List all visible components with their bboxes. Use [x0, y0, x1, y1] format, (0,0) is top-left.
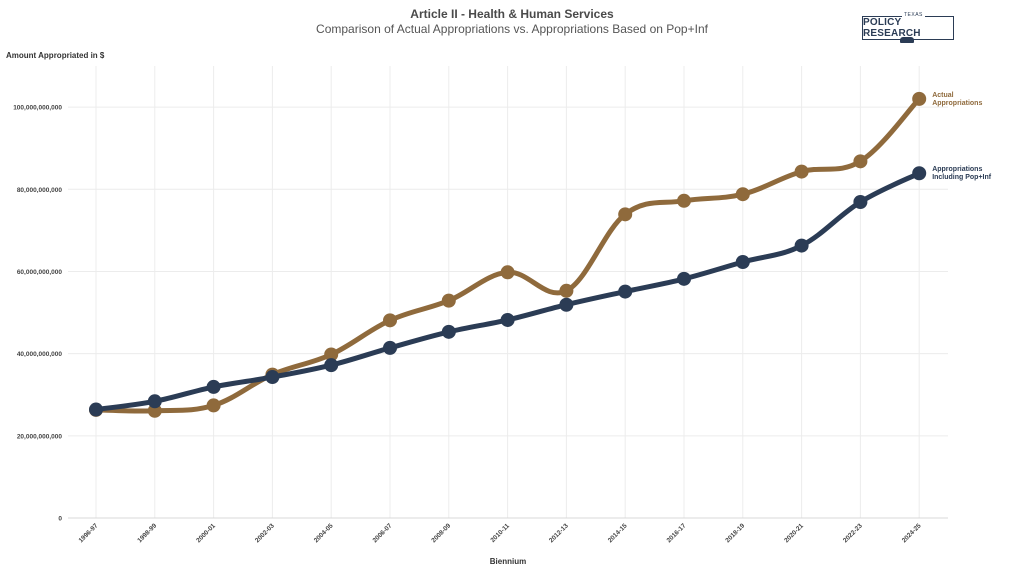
- x-tick-label: 2000-01: [195, 522, 217, 544]
- x-tick-label: 2022-23: [842, 522, 864, 544]
- y-tick-label: 60,000,000,000: [17, 269, 63, 276]
- logo: POLICY RESEARCH: [862, 16, 954, 40]
- data-point-pop-inf: [559, 297, 574, 312]
- data-point-pop-inf: [265, 370, 280, 385]
- data-point-actual: [677, 193, 691, 208]
- logo-small-text: TEXAS: [902, 12, 925, 18]
- series-label-actual: Actual Appropriations: [932, 92, 982, 107]
- data-point-actual: [500, 265, 515, 280]
- x-tick-label: 1998-99: [136, 522, 158, 544]
- data-point-actual: [441, 293, 456, 308]
- data-point-pop-inf: [735, 255, 750, 270]
- y-axis-label: Amount Appropriated in $: [6, 51, 105, 60]
- data-point-pop-inf: [794, 238, 809, 253]
- data-point-pop-inf: [500, 312, 515, 327]
- x-tick-label: 2006-07: [372, 522, 394, 544]
- x-tick-label: 1996-97: [78, 522, 100, 544]
- y-tick-label: 20,000,000,000: [17, 433, 63, 440]
- x-axis-label: Biennium: [490, 557, 526, 566]
- data-point-actual: [383, 313, 397, 328]
- x-tick-label: 2012-13: [548, 522, 570, 544]
- y-tick-label: 100,000,000,000: [13, 105, 62, 112]
- y-tick-label: 0: [58, 516, 62, 523]
- data-point-actual: [618, 207, 633, 222]
- data-point-pop-inf: [206, 379, 221, 394]
- data-point-actual: [206, 398, 221, 413]
- series: [89, 91, 927, 418]
- grid: [68, 66, 948, 518]
- data-point-pop-inf: [324, 358, 339, 373]
- y-tick-label: 40,000,000,000: [17, 351, 63, 358]
- chart-subtitle: Comparison of Actual Appropriations vs. …: [316, 22, 708, 36]
- data-point-pop-inf: [618, 284, 633, 299]
- series-labels: Actual Appropriations Appropriations Includ…: [932, 92, 992, 181]
- logo-mark-icon: [900, 37, 914, 43]
- x-tick-label: 2018-19: [724, 522, 746, 544]
- data-point-pop-inf: [441, 324, 456, 339]
- data-point-actual: [853, 154, 868, 169]
- data-point-pop-inf: [89, 402, 103, 417]
- x-tick-label: 2002-03: [254, 522, 276, 544]
- data-point-actual: [324, 347, 339, 362]
- logo-text: POLICY RESEARCH: [863, 17, 921, 39]
- data-point-pop-inf: [912, 166, 927, 181]
- chart-title: Article II - Health & Human Services: [410, 7, 614, 21]
- data-point-pop-inf: [677, 271, 691, 286]
- y-tick-label: 80,000,000,000: [17, 187, 63, 194]
- x-tick-label: 2014-15: [607, 522, 629, 544]
- data-point-pop-inf: [853, 195, 868, 210]
- data-point-pop-inf: [383, 340, 397, 355]
- data-point-actual: [912, 91, 927, 106]
- x-tick-label: 2010-11: [489, 522, 511, 544]
- x-tick-label: 2016-17: [666, 522, 688, 544]
- series-label-pop-inf: Appropriations Including Pop+Inf: [932, 166, 992, 181]
- x-tick-label: 2020-21: [783, 522, 805, 544]
- data-point-actual: [794, 164, 809, 179]
- x-tick-label: 2024-25: [901, 522, 923, 544]
- data-point-actual: [559, 283, 574, 298]
- x-tick-label: 2008-09: [430, 522, 452, 544]
- data-point-pop-inf: [147, 394, 162, 409]
- series-line-actual: [93, 96, 922, 414]
- data-point-actual: [735, 187, 750, 202]
- x-tick-label: 2004-05: [313, 522, 335, 544]
